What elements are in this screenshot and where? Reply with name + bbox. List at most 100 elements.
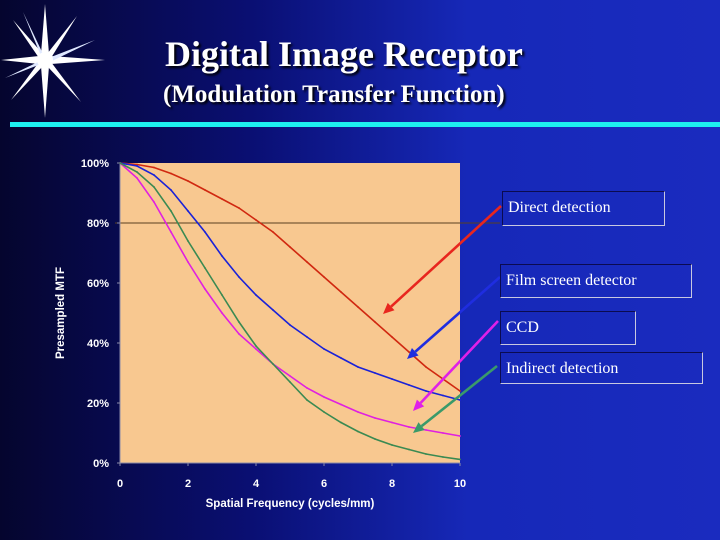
- data-point: [119, 162, 121, 164]
- data-point: [391, 444, 393, 446]
- data-point: [323, 396, 325, 398]
- data-point: [204, 267, 206, 269]
- x-axis-title: Spatial Frequency (cycles/mm): [206, 498, 375, 510]
- data-point: [323, 276, 325, 278]
- data-point: [374, 438, 376, 440]
- slide-title: Digital Image Receptor: [165, 34, 523, 74]
- data-point: [272, 309, 274, 311]
- arrow-shaft: [414, 276, 501, 353]
- data-point: [357, 411, 359, 413]
- data-point: [187, 210, 189, 212]
- data-point: [306, 399, 308, 401]
- data-point: [459, 399, 461, 401]
- x-tick-label: 0: [117, 478, 123, 490]
- data-point: [306, 336, 308, 338]
- legend-direct-detection: Direct detection: [502, 191, 665, 226]
- data-point: [391, 378, 393, 380]
- data-point: [289, 246, 291, 248]
- data-point: [442, 432, 444, 434]
- legend-label: CCD: [506, 319, 539, 336]
- y-tick-label: 80%: [87, 218, 109, 230]
- data-point: [408, 384, 410, 386]
- data-point: [425, 366, 427, 368]
- arrow-head: [407, 347, 419, 359]
- data-point: [187, 261, 189, 263]
- data-point: [153, 186, 155, 188]
- data-point: [391, 336, 393, 338]
- data-point: [408, 426, 410, 428]
- y-tick-label: 20%: [87, 398, 109, 410]
- data-point: [340, 421, 342, 424]
- data-point: [255, 294, 257, 296]
- data-point: [391, 421, 393, 424]
- data-point: [153, 174, 155, 176]
- x-tick-label: 4: [253, 478, 260, 490]
- data-point: [170, 210, 172, 212]
- y-tick-label: 0%: [93, 458, 109, 470]
- data-point: [187, 240, 189, 242]
- x-tick-label: 10: [454, 478, 466, 490]
- data-point: [289, 381, 291, 383]
- arrow-head: [383, 302, 395, 314]
- data-point: [272, 363, 274, 365]
- decorative-bar: [10, 122, 720, 127]
- data-point: [204, 288, 206, 290]
- x-tick-label: 6: [321, 478, 327, 490]
- data-point: [221, 312, 223, 314]
- data-point: [136, 165, 138, 167]
- data-point: [459, 435, 461, 437]
- data-point: [459, 458, 461, 461]
- data-point: [340, 403, 342, 406]
- data-point: [170, 189, 172, 191]
- data-point: [323, 348, 325, 350]
- x-tick-label: 8: [389, 478, 395, 490]
- data-point: [136, 163, 138, 166]
- data-point: [374, 372, 376, 374]
- legend-ccd: CCD: [500, 311, 636, 345]
- data-point: [153, 201, 155, 203]
- arrow-film-screen-detector: [407, 276, 501, 359]
- legend-film-screen-detector: Film screen detector: [500, 264, 692, 298]
- data-point: [374, 321, 376, 323]
- data-point: [323, 411, 325, 413]
- data-point: [357, 366, 359, 368]
- data-point: [442, 394, 444, 397]
- data-point: [255, 345, 257, 347]
- y-tick-label: 40%: [87, 338, 109, 350]
- data-point: [289, 324, 291, 326]
- data-point: [340, 357, 342, 359]
- data-point: [408, 448, 410, 451]
- data-point: [357, 306, 359, 308]
- slide-subtitle: (Modulation Transfer Function): [163, 81, 505, 108]
- data-point: [357, 430, 359, 433]
- legend-indirect-detection: Indirect detection: [500, 352, 703, 384]
- arrow-direct-detection: [383, 205, 502, 314]
- data-point: [272, 231, 274, 233]
- data-point: [238, 321, 240, 323]
- data-point: [340, 291, 342, 293]
- arrow-shaft: [420, 364, 498, 428]
- legend-label: Film screen detector: [506, 272, 637, 289]
- data-point: [170, 231, 172, 233]
- data-point: [204, 189, 206, 191]
- data-point: [221, 294, 223, 296]
- x-tick-label: 2: [185, 478, 191, 490]
- data-point: [238, 276, 240, 278]
- data-point: [221, 198, 223, 200]
- data-point: [306, 261, 308, 263]
- data-point: [136, 177, 138, 179]
- arrow-shaft: [419, 320, 499, 404]
- plot-area: [120, 163, 460, 463]
- y-tick-label: 100%: [81, 158, 109, 170]
- data-point: [425, 390, 427, 392]
- arrow-indirect-detection: [413, 364, 498, 433]
- data-point: [459, 390, 461, 392]
- data-point: [136, 171, 138, 173]
- y-axis-title: Presampled MTF: [55, 267, 67, 359]
- data-point: [374, 417, 376, 419]
- arrow-shaft: [390, 205, 502, 308]
- data-point: [408, 351, 410, 353]
- starburst-icon: [1, 4, 105, 118]
- data-point: [153, 166, 155, 169]
